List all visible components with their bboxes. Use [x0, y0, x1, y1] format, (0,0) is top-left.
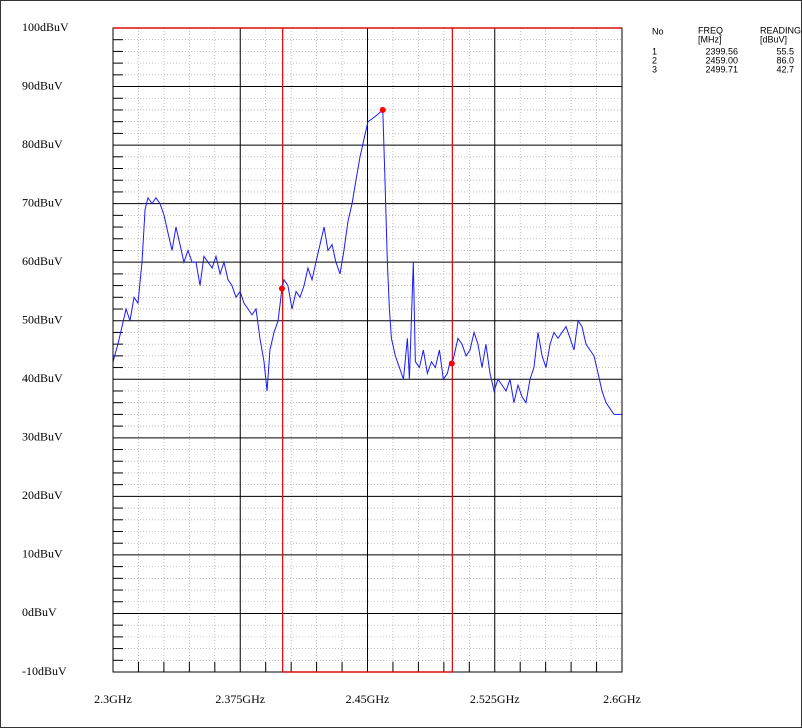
y-tick-label: 70dBuV [22, 195, 63, 209]
y-tick-label: 50dBuV [22, 312, 63, 326]
x-tick-label: 2.45GHz [346, 692, 390, 706]
table-header: READING [760, 25, 801, 35]
table-header: FREQ [698, 25, 723, 35]
y-tick-label: 20dBuV [22, 488, 63, 502]
y-tick-label: 80dBuV [22, 137, 63, 151]
trace [112, 108, 622, 415]
x-tick-label: 2.6GHz [603, 692, 641, 706]
x-tick-label: 2.3GHz [94, 692, 132, 706]
table-cell: 3 [652, 64, 657, 74]
table-header: [dBuV] [760, 34, 787, 44]
y-tick-label: 10dBuV [22, 547, 63, 561]
table-header: No [652, 26, 664, 36]
marker [379, 106, 386, 113]
y-tick-label: 40dBuV [22, 371, 63, 385]
table-cell: 1 [652, 46, 657, 56]
y-tick-label: 30dBuV [22, 430, 63, 444]
marker [448, 360, 455, 367]
y-tick-label: -10dBuV [22, 664, 67, 678]
table-cell: 55.5 [776, 46, 794, 56]
x-tick-label: 2.375GHz [215, 692, 265, 706]
y-tick-label: 60dBuV [22, 254, 63, 268]
marker [278, 285, 285, 292]
table-header: [MHz] [698, 34, 722, 44]
table-cell: 2499.71 [705, 64, 738, 74]
x-tick-label: 2.525GHz [470, 692, 520, 706]
table-cell: 86.0 [776, 55, 794, 65]
table-cell: 2459.00 [705, 55, 738, 65]
y-tick-label: 100dBuV [22, 20, 69, 34]
table-cell: 42.7 [776, 64, 794, 74]
table-cell: 2399.56 [705, 46, 738, 56]
table-cell: 2 [652, 55, 657, 65]
y-tick-label: 90dBuV [22, 78, 63, 92]
y-tick-label: 0dBuV [22, 605, 57, 619]
